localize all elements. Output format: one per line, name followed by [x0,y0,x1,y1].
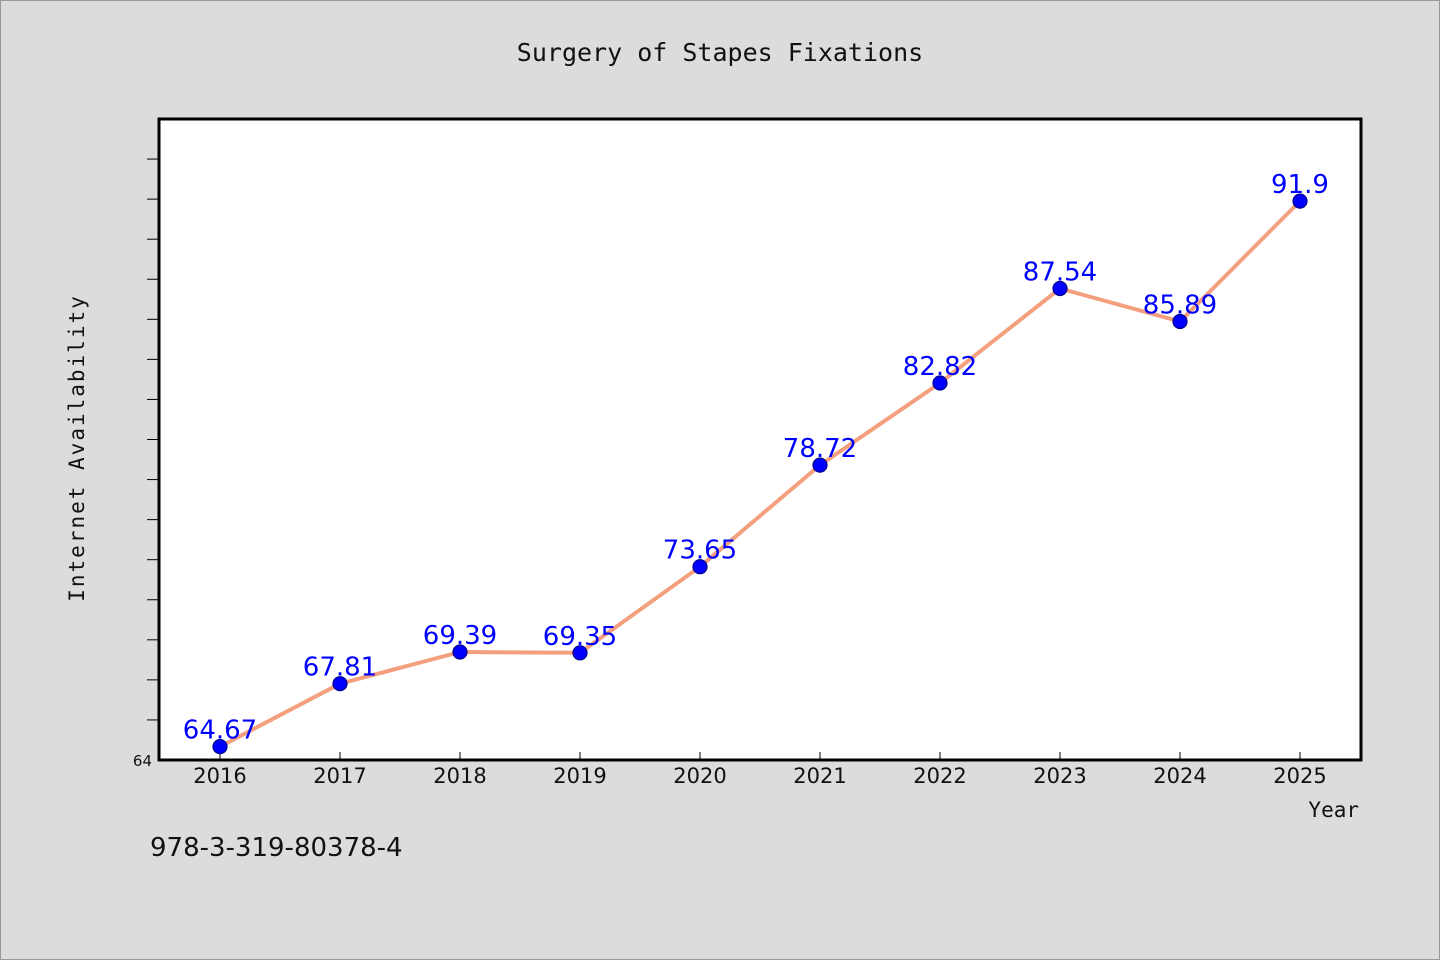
chart-title: Surgery of Stapes Fixations [517,38,923,67]
data-label: 67.81 [303,653,377,683]
x-axis-tick-labels: 2016 2017 2018 2019 2020 2021 2022 2023 2024 2025 [193,764,1326,788]
data-point [932,375,948,391]
data-label: 87.54 [1023,257,1097,287]
x-tick-label: 2025 [1273,764,1326,788]
x-tick-label: 2018 [433,764,486,788]
y-tick-label: 64 [133,752,152,770]
series-line [218,199,1302,749]
data-point [332,676,348,692]
x-tick-label: 2022 [913,764,966,788]
plot-area [157,117,1363,762]
data-point [692,559,708,575]
data-point [1172,313,1188,330]
data-point [452,644,468,660]
x-tick-label: 2019 [553,764,606,788]
x-tick-label: 2020 [673,764,726,788]
data-labels: 64.67 67.81 69.39 69.35 73.65 78.72 82.82 87.54… [183,170,1329,745]
y-axis-title: Internet Availability [65,294,89,602]
x-tick-label: 2023 [1033,764,1086,788]
data-point [1052,280,1068,297]
x-tick-label: 2017 [313,764,366,788]
x-axis-title: Year [1308,798,1359,822]
data-label: 64.67 [183,716,257,746]
data-label: 85.89 [1143,291,1217,321]
data-point [212,738,228,755]
data-label: 69.35 [543,622,617,652]
data-point [812,457,828,473]
x-tick-label: 2016 [193,764,246,788]
data-point-markers [212,193,1308,755]
data-label: 78.72 [783,434,857,464]
data-point [572,645,588,661]
data-label: 82.82 [903,352,977,382]
x-tick-label: 2024 [1153,764,1206,788]
data-point [1292,193,1308,209]
x-tick-label: 2021 [793,764,846,788]
y-axis-minor-ticks [147,158,159,721]
data-label: 73.65 [663,536,737,566]
footer-isbn: 978-3-319-80378-4 [150,833,403,863]
data-label: 69.39 [423,621,497,651]
data-label: 91.9 [1271,170,1329,200]
